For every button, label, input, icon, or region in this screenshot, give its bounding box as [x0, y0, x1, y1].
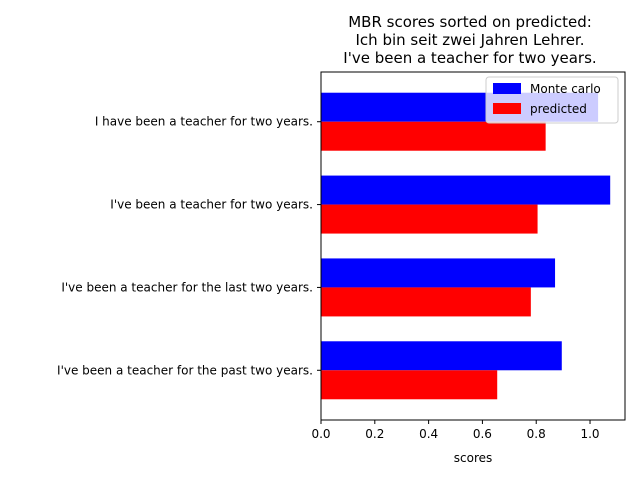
- bars-group: [321, 92, 611, 400]
- x-tick-label: 0.4: [419, 427, 438, 441]
- bar-monte-carlo: [321, 341, 562, 371]
- bar-monte-carlo: [321, 258, 556, 288]
- x-tick-label: 0.0: [311, 427, 330, 441]
- legend-label: predicted: [530, 102, 587, 116]
- y-tick-label: I've been a teacher for the past two yea…: [57, 363, 313, 377]
- plot-frame: [320, 71, 626, 421]
- x-axis-label: scores: [454, 451, 493, 465]
- chart-title-line: Ich bin seit zwei Jahren Lehrer.: [356, 31, 585, 49]
- y-axis-ticks: I have been a teacher for two years. I've…: [57, 115, 321, 377]
- legend-swatch: [493, 103, 521, 114]
- x-tick-label: 0.2: [365, 427, 384, 441]
- bar-predicted: [321, 370, 498, 400]
- x-tick-label: 0.8: [527, 427, 546, 441]
- x-tick-label: 0.6: [473, 427, 492, 441]
- chart-title-line: I've been a teacher for two years.: [343, 49, 596, 67]
- bar-monte-carlo: [321, 175, 611, 205]
- x-tick-label: 1.0: [580, 427, 599, 441]
- y-tick-label: I've been a teacher for the last two yea…: [61, 280, 313, 294]
- x-axis-ticks: 0.0 0.2 0.4 0.6 0.8 1.0: [311, 420, 600, 441]
- bar-predicted: [321, 121, 546, 151]
- legend: Monte carlo predicted: [485, 76, 619, 124]
- bar-predicted: [321, 204, 538, 234]
- legend-swatch: [493, 83, 521, 94]
- chart-title: MBR scores sorted on predicted: Ich bin …: [343, 13, 596, 67]
- y-tick-label: I have been a teacher for two years.: [95, 115, 313, 129]
- bar-predicted: [321, 287, 531, 317]
- y-tick-label: I've been a teacher for two years.: [110, 198, 313, 212]
- chart-title-line: MBR scores sorted on predicted:: [348, 13, 592, 31]
- legend-label: Monte carlo: [530, 82, 601, 96]
